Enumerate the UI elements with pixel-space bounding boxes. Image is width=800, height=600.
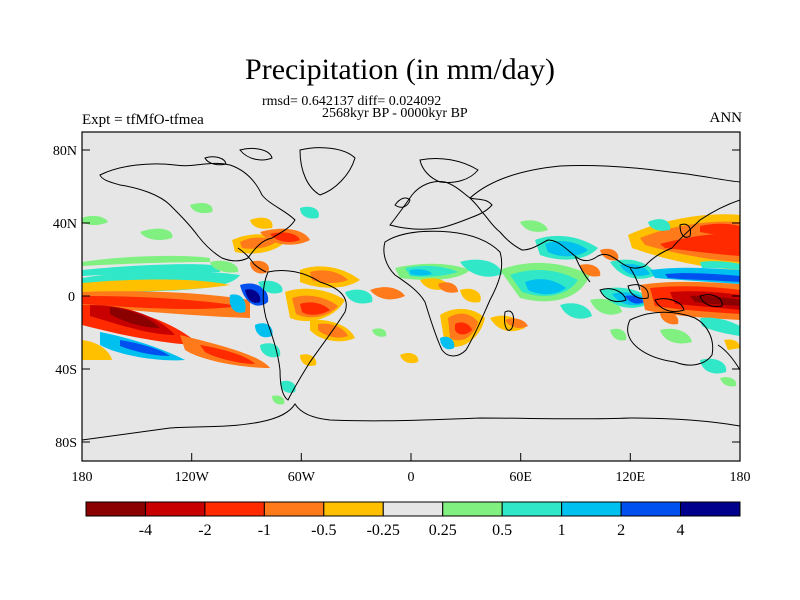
lon-label: 60W [288, 470, 316, 485]
coastlines [82, 147, 740, 441]
colorbar-swatch [382, 501, 444, 517]
lon-label: 0 [408, 470, 415, 485]
colorbar-swatch [85, 501, 146, 517]
axis-ticks [81, 149, 741, 461]
colorbar-label: 1 [558, 522, 566, 539]
colorbar-swatch [442, 501, 503, 517]
colorbar-label: -2 [198, 522, 211, 539]
colorbar-label: 0.5 [492, 522, 512, 539]
longitude-labels: 180 120W 60W 0 60E 120E 180 [72, 470, 751, 485]
lat-label: 0 [68, 290, 75, 305]
colorbar-swatch [263, 501, 325, 517]
colorbar: -4 -2 -1 -0.5 -0.25 0.25 0.5 1 2 4 [85, 501, 741, 539]
map-field [82, 132, 740, 461]
colorbar-swatch [620, 501, 682, 517]
lon-label: 120E [616, 470, 646, 485]
lat-label: 80S [55, 436, 77, 451]
colorbar-label: 4 [677, 522, 685, 539]
anomaly-field [82, 202, 740, 405]
colorbar-swatch [680, 501, 741, 517]
lat-label: 40S [55, 363, 77, 378]
lat-label: 80N [53, 144, 77, 159]
latitude-labels: 80N 40N 0 40S 80S [53, 144, 77, 451]
stats-text: rmsd= 0.642137 diff= 0.024092 [262, 94, 442, 109]
plot-title: Precipitation (in mm/day) [245, 53, 555, 86]
experiment-label: Expt = tfMfO-tfmea [82, 112, 204, 128]
colorbar-swatch [323, 501, 384, 517]
season-label: ANN [709, 110, 743, 126]
colorbar-label: -0.5 [311, 522, 336, 539]
period-text: 2568kyr BP - 0000kyr BP [322, 106, 468, 121]
colorbar-label: -0.25 [367, 522, 400, 539]
colorbar-swatch [204, 501, 265, 517]
lon-label: 180 [730, 470, 751, 485]
colorbar-label: -1 [258, 522, 271, 539]
colorbar-swatch [501, 501, 563, 517]
lon-label: 120W [175, 470, 210, 485]
colorbar-swatch [144, 501, 206, 517]
colorbar-label: 2 [617, 522, 625, 539]
lon-label: 60E [509, 470, 532, 485]
colorbar-label: -4 [139, 522, 152, 539]
colorbar-swatch [561, 501, 622, 517]
lat-label: 40N [53, 217, 77, 232]
lon-label: 180 [72, 470, 93, 485]
colorbar-label: 0.25 [429, 522, 457, 539]
